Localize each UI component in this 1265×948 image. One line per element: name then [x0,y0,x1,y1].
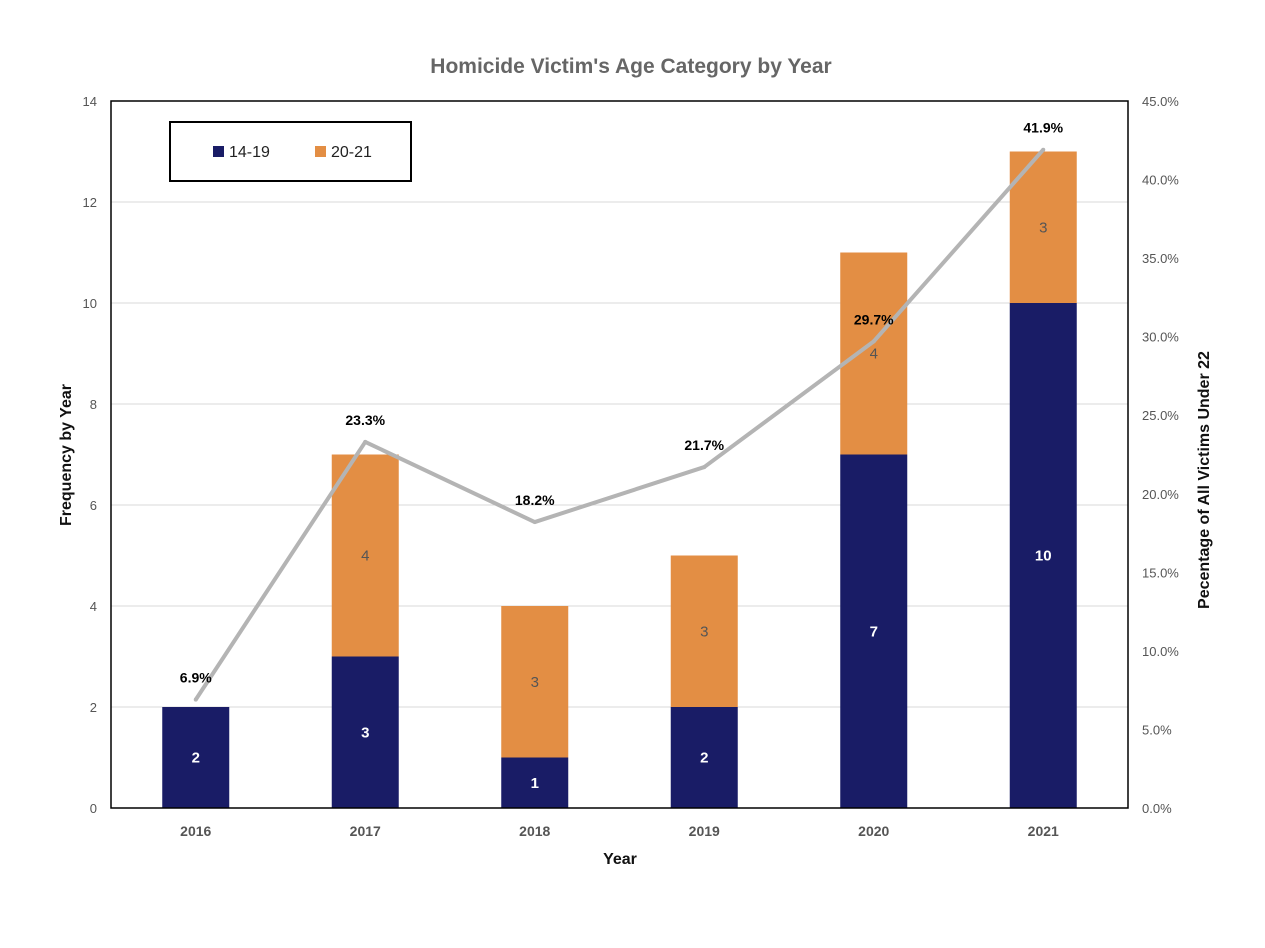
x-axis-title: Year [603,851,637,868]
x-tick-label: 2019 [689,823,720,839]
y2-tick-label: 5.0% [1142,722,1172,737]
bar-value-label: 7 [870,623,878,640]
bar-14-19-2018 [501,757,569,808]
percentage-label: 23.3% [345,412,385,428]
secondary-y-axis-title: Pecentage of All Victims Under 22 [1196,351,1213,609]
x-tick-label: 2016 [180,823,211,839]
bar-20-21-2018 [501,606,569,758]
bar-14-19-2016 [162,707,230,808]
percentage-label: 29.7% [854,311,894,327]
legend: 14-19 20-21 [169,121,412,182]
percentage-point [363,439,368,444]
y2-tick-label: 0.0% [1142,801,1172,816]
plot-area-border [110,100,1129,809]
percentage-point [193,697,198,702]
y2-tick-label: 35.0% [1142,251,1179,266]
data-labels: 2 3 4 1 3 2 3 7 4 10 3 6.9% 23.3% 18.2% 21.7% 29.7% 41.9… [180,120,1064,792]
y-tick-label: 2 [90,700,97,715]
y2-tick-label: 10.0% [1142,644,1179,659]
bar-value-label: 3 [1039,219,1047,236]
x-tick-label: 2018 [519,823,550,839]
percentage-point [1041,147,1046,152]
percentage-label: 18.2% [515,492,555,508]
bar-value-label: 1 [531,775,539,792]
percentage-point [871,339,876,344]
percentage-point [702,465,707,470]
y2-tick-label: 20.0% [1142,487,1179,502]
legend-swatch-14-19 [213,146,224,157]
bar-value-label: 3 [531,674,539,691]
bar-14-19-2019 [670,707,738,808]
bar-20-21-2020 [840,252,908,455]
y-tick-label: 8 [90,397,97,412]
percentage-label: 6.9% [180,670,212,686]
bar-value-label: 4 [361,548,369,565]
bar-value-label: 2 [192,750,200,767]
bar-value-label: 4 [870,346,878,363]
y2-tick-label: 30.0% [1142,330,1179,345]
bar-20-21-2019 [670,555,738,707]
x-tick-label: 2021 [1028,823,1059,839]
percentage-label: 41.9% [1023,120,1063,136]
x-axis-ticks: 2016 2017 2018 2019 2020 2021 [180,823,1059,839]
percentage-point [532,520,537,525]
y-tick-label: 4 [90,599,97,614]
percentage-label: 21.7% [684,437,724,453]
bar-20-21-2017 [331,454,399,657]
chart-title: Homicide Victim's Age Category by Year [430,55,831,78]
x-tick-label: 2017 [350,823,381,839]
y-tick-label: 6 [90,498,97,513]
y-tick-label: 14 [83,94,97,109]
y2-tick-label: 15.0% [1142,565,1179,580]
bars [162,151,1077,808]
x-tick-label: 2020 [858,823,889,839]
y-tick-label: 10 [83,296,97,311]
y2-tick-label: 25.0% [1142,408,1179,423]
y-tick-label: 0 [90,801,97,816]
legend-swatch-20-21 [315,146,326,157]
secondary-y-axis-ticks: 0.0% 5.0% 10.0% 15.0% 20.0% 25.0% 30.0% 35.0% 40… [1142,94,1179,816]
bar-14-19-2020 [840,454,908,808]
bar-value-label: 2 [700,750,708,767]
bar-value-label: 3 [361,724,369,741]
legend-label-14-19: 14-19 [229,144,270,161]
bar-14-19-2021 [1009,303,1077,808]
y2-tick-label: 45.0% [1142,94,1179,109]
percentage-line-path [194,148,1045,701]
percentage-line [193,147,1046,702]
gridlines [111,201,1128,708]
y-tick-label: 12 [83,195,97,210]
bar-value-label: 10 [1035,548,1052,565]
y2-tick-label: 40.0% [1142,173,1179,188]
legend-box [169,121,412,182]
y-axis-ticks: 0 2 4 6 8 10 12 14 [83,94,97,816]
legend-label-20-21: 20-21 [331,144,372,161]
y-axis-title: Frequency by Year [58,384,75,526]
bar-value-label: 3 [700,623,708,640]
bar-14-19-2017 [331,656,399,808]
